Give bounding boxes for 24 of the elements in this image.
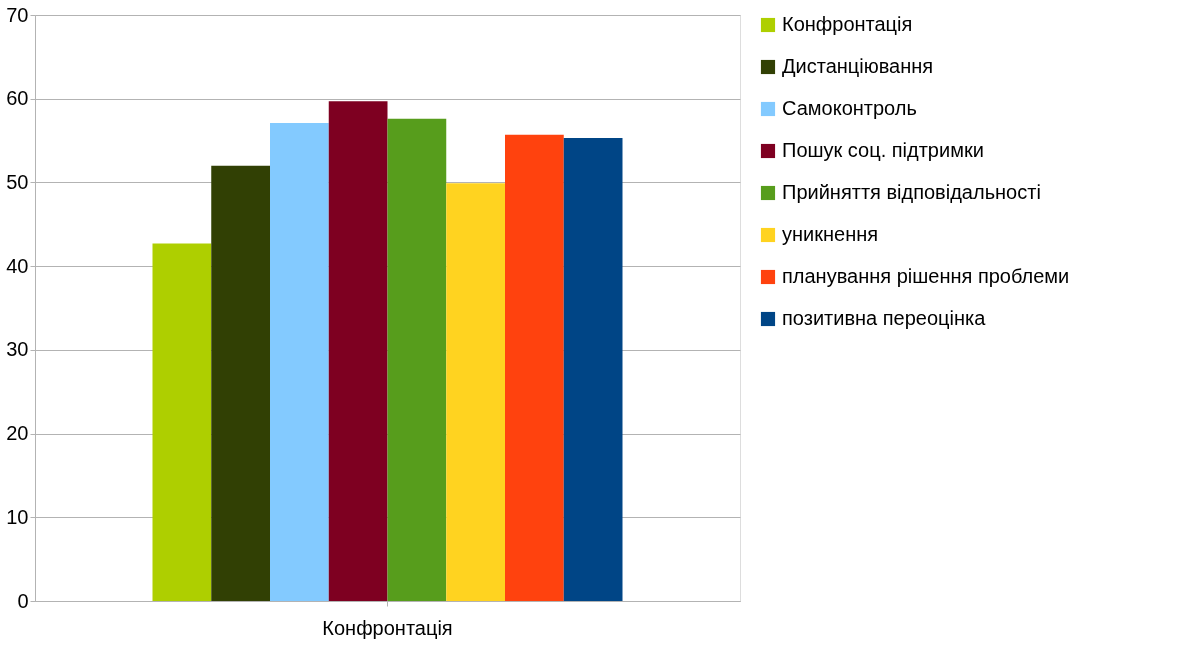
y-tick-label: 10 xyxy=(6,505,29,528)
legend-label: Дистанціювання xyxy=(782,55,934,77)
legend-label: Конфронтація xyxy=(782,13,913,35)
bar xyxy=(387,118,447,601)
bar xyxy=(211,165,270,601)
bar xyxy=(505,134,564,601)
bar xyxy=(328,101,388,601)
y-tick-label: 50 xyxy=(6,170,29,193)
y-tick-label: 20 xyxy=(6,422,29,445)
y-tick-label: 0 xyxy=(17,589,29,612)
bar xyxy=(563,138,623,601)
bar xyxy=(152,243,212,601)
legend-label: планування рішення проблеми xyxy=(782,265,1070,287)
legend-label: Пошук соц. підтримки xyxy=(782,139,984,161)
legend-label: позитивна переоцінка xyxy=(782,307,987,329)
legend-label: Самоконтроль xyxy=(782,97,917,119)
legend-label: Прийняття відповідальності xyxy=(782,181,1041,203)
legend-label: уникнення xyxy=(782,223,879,245)
y-tick-label: 40 xyxy=(6,254,29,277)
bar xyxy=(446,183,505,601)
y-tick-label: 30 xyxy=(6,338,29,361)
bar xyxy=(270,122,329,601)
y-tick-label: 70 xyxy=(6,3,29,26)
y-tick-label: 60 xyxy=(6,87,29,110)
